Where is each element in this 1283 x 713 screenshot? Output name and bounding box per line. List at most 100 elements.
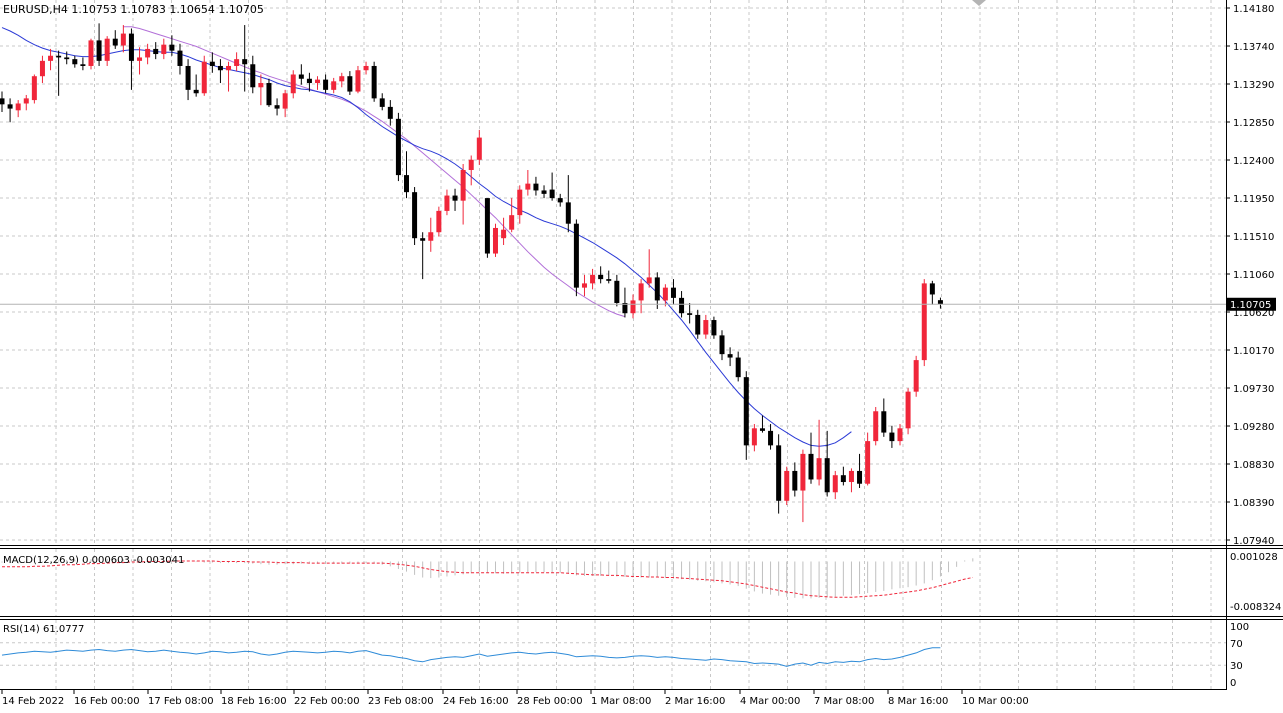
candle-body xyxy=(258,83,264,88)
candle-body xyxy=(638,283,644,301)
candle xyxy=(169,35,175,56)
candle xyxy=(395,112,401,182)
price-tick-label: 1.12850 xyxy=(1233,118,1274,129)
candle xyxy=(897,424,903,446)
price-tick-label: 1.10170 xyxy=(1233,346,1274,357)
candle xyxy=(581,274,587,297)
candle-body xyxy=(808,453,814,480)
candle-body xyxy=(96,40,102,61)
candle xyxy=(614,274,620,307)
candle xyxy=(428,217,434,252)
candle xyxy=(759,415,765,433)
candle xyxy=(339,72,345,88)
candle xyxy=(226,61,232,92)
candle-body xyxy=(201,61,207,94)
candle xyxy=(201,55,207,96)
candle-body xyxy=(169,44,175,51)
candle-body xyxy=(452,195,458,201)
candle xyxy=(444,189,450,216)
candle xyxy=(274,98,280,116)
candle xyxy=(687,302,693,324)
candle xyxy=(7,98,13,123)
candle xyxy=(355,65,361,94)
candle xyxy=(96,23,102,66)
candle xyxy=(0,91,5,113)
candle-body xyxy=(80,64,86,66)
candle xyxy=(509,198,515,233)
candle xyxy=(921,279,927,367)
candle-body xyxy=(614,280,620,303)
price-tick-label: 1.09280 xyxy=(1233,422,1274,433)
candle xyxy=(404,151,409,199)
candle xyxy=(412,187,418,246)
time-tick-label: 2 Mar 16:00 xyxy=(665,696,725,707)
macd-label: MACD(12,26,9) 0.000603 -0.003041 xyxy=(3,555,184,566)
candle-body xyxy=(363,65,369,71)
candle xyxy=(80,57,86,71)
candle-body xyxy=(937,300,943,305)
candle-body xyxy=(250,64,256,88)
candle-body xyxy=(379,98,385,107)
candle-body xyxy=(347,76,353,92)
candle-body xyxy=(905,391,911,429)
macd-tick-label: -0.008324 xyxy=(1230,602,1281,613)
candle-body xyxy=(670,287,676,298)
candle xyxy=(258,74,264,106)
candle-body xyxy=(120,33,126,46)
candle-body xyxy=(428,232,434,241)
chart-shift-marker[interactable] xyxy=(972,0,986,6)
price-tick-label: 1.12400 xyxy=(1233,156,1274,167)
candle-body xyxy=(104,38,110,61)
candle xyxy=(468,155,474,186)
candle xyxy=(590,268,596,290)
rsi-label: RSI(14) 61.0777 xyxy=(3,624,84,635)
candle-body xyxy=(387,106,393,119)
time-tick-label: 16 Feb 00:00 xyxy=(74,696,140,707)
price-tick-label: 1.11510 xyxy=(1233,232,1274,243)
candle-body xyxy=(598,274,604,280)
time-tick-label: 7 Mar 08:00 xyxy=(814,696,874,707)
ma-fast-line xyxy=(1,27,852,447)
candle-body xyxy=(39,60,45,77)
candle-body xyxy=(290,74,296,94)
time-tick-label: 28 Feb 00:00 xyxy=(517,696,583,707)
candle xyxy=(873,407,879,446)
current-price-badge: 1.10705 xyxy=(1227,297,1276,311)
candle-body xyxy=(719,335,725,355)
candle xyxy=(242,25,248,92)
candle xyxy=(711,316,717,339)
candle xyxy=(557,193,563,207)
time-tick-label: 10 Mar 00:00 xyxy=(962,696,1029,707)
candle-body xyxy=(7,104,13,109)
candle xyxy=(347,71,353,95)
candle xyxy=(654,272,660,309)
candle xyxy=(387,100,393,126)
candle-body xyxy=(476,137,482,160)
candle-body xyxy=(404,175,409,193)
candle-body xyxy=(873,411,879,442)
price-tick-label: 1.13740 xyxy=(1233,42,1274,53)
macd-layer xyxy=(1,558,974,599)
rsi-axis-ticks: 100 70 30 0 xyxy=(1230,622,1249,689)
candle-body xyxy=(484,198,490,254)
candle-body xyxy=(687,313,693,315)
ma-slow-layer xyxy=(123,26,626,318)
candle-body xyxy=(315,79,321,84)
candle xyxy=(484,198,490,258)
candle xyxy=(848,468,854,493)
candle-body xyxy=(889,432,895,442)
candle-body xyxy=(751,428,757,446)
time-axis-ticks: 14 Feb 2022 16 Feb 00:00 17 Feb 08:00 18 Fe… xyxy=(1,690,1029,707)
candle xyxy=(889,425,895,448)
candle xyxy=(379,93,385,111)
macd-signal-line xyxy=(2,560,973,598)
candle-body xyxy=(48,55,54,61)
candle xyxy=(128,28,134,90)
time-tick-label: 22 Feb 00:00 xyxy=(294,696,360,707)
candle-body xyxy=(23,98,29,104)
candle xyxy=(622,287,628,318)
candle-body xyxy=(323,79,329,90)
candle-body xyxy=(193,89,199,94)
candle xyxy=(31,74,37,104)
candle xyxy=(177,43,183,75)
